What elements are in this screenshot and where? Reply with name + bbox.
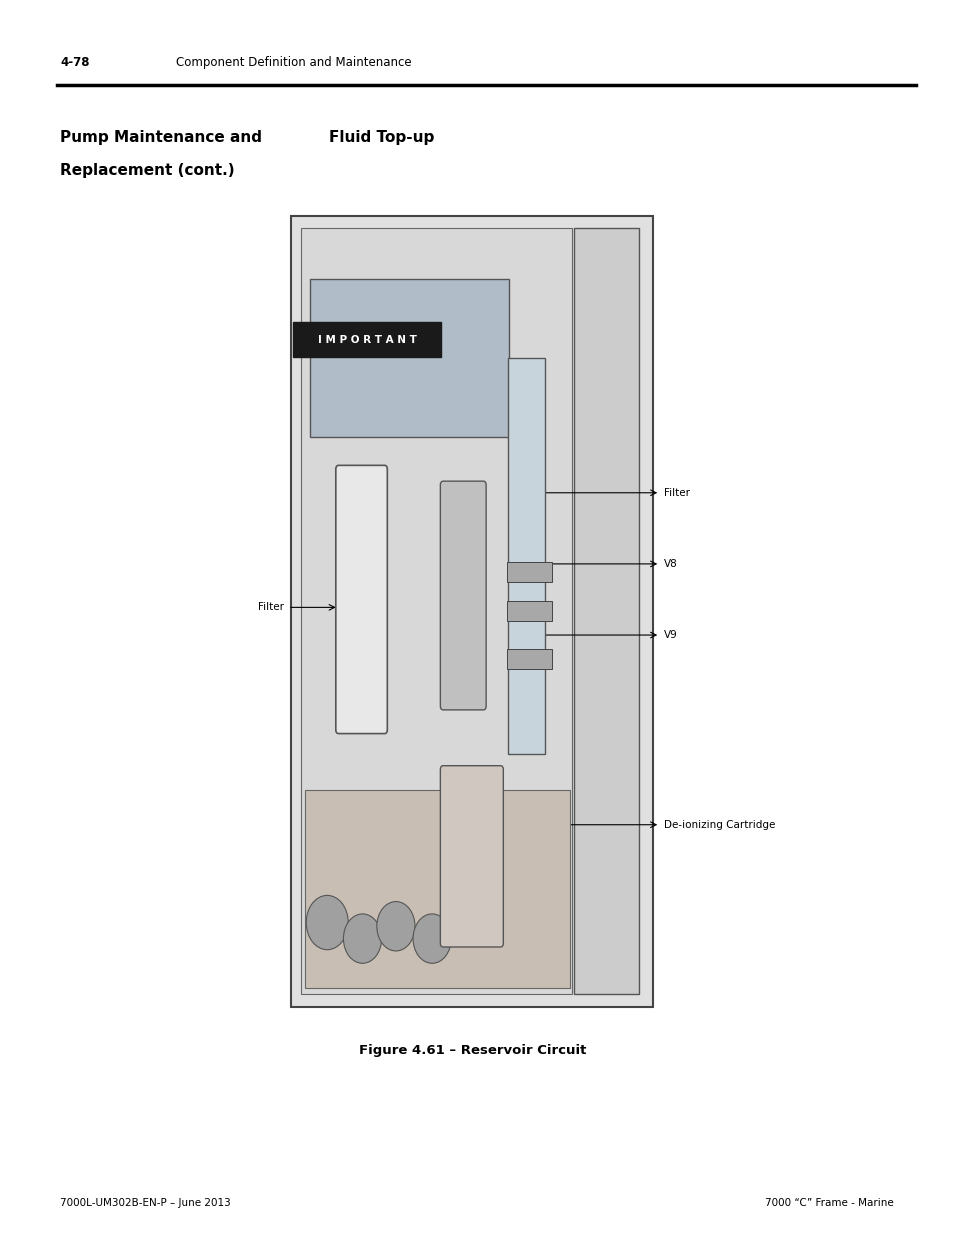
Text: V9: V9 <box>663 630 677 640</box>
Text: De-ionizing Cartridge: De-ionizing Cartridge <box>663 820 775 830</box>
Text: Figure 4.61 – Reservoir Circuit: Figure 4.61 – Reservoir Circuit <box>358 1044 585 1057</box>
Text: 7000L-UM302B-EN-P – June 2013: 7000L-UM302B-EN-P – June 2013 <box>60 1198 231 1208</box>
Text: Pump Maintenance and: Pump Maintenance and <box>60 130 262 144</box>
FancyBboxPatch shape <box>506 648 552 668</box>
Circle shape <box>343 914 381 963</box>
FancyBboxPatch shape <box>573 228 639 994</box>
FancyBboxPatch shape <box>300 228 572 994</box>
Text: 4-78: 4-78 <box>60 56 90 69</box>
Text: 7000 “C” Frame - Marine: 7000 “C” Frame - Marine <box>764 1198 893 1208</box>
Text: V8: V8 <box>663 559 677 569</box>
FancyBboxPatch shape <box>508 358 544 753</box>
FancyBboxPatch shape <box>440 766 503 947</box>
FancyBboxPatch shape <box>291 216 653 1007</box>
Text: Fluid Top-up: Fluid Top-up <box>329 130 434 144</box>
Text: Replacement (cont.): Replacement (cont.) <box>60 163 234 178</box>
Text: I M P O R T A N T: I M P O R T A N T <box>317 335 416 345</box>
Text: Filter: Filter <box>663 488 689 498</box>
Text: Component Definition and Maintenance: Component Definition and Maintenance <box>176 56 412 69</box>
Text: Filter: Filter <box>258 603 284 613</box>
FancyBboxPatch shape <box>335 466 387 734</box>
FancyBboxPatch shape <box>305 790 569 988</box>
FancyBboxPatch shape <box>506 601 552 621</box>
FancyBboxPatch shape <box>310 279 509 437</box>
FancyBboxPatch shape <box>440 482 486 710</box>
Circle shape <box>306 895 348 950</box>
Circle shape <box>413 914 451 963</box>
FancyBboxPatch shape <box>506 562 552 582</box>
Circle shape <box>376 902 415 951</box>
FancyBboxPatch shape <box>294 322 440 357</box>
